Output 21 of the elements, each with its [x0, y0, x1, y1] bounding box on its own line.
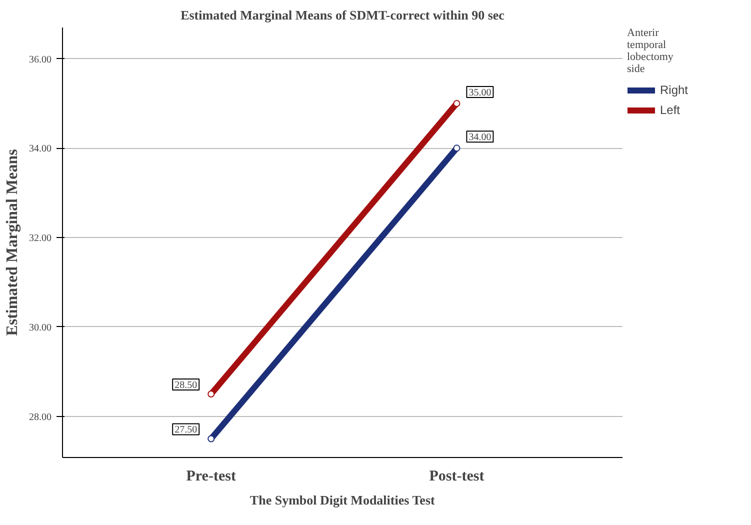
y-axis-title: Estimated Marginal Means	[4, 149, 21, 336]
y-tick-label: 36.00	[29, 54, 52, 66]
data-label: 27.50	[174, 424, 198, 436]
y-tick-label: 28.00	[29, 412, 52, 423]
legend-label: Right	[660, 83, 688, 97]
x-tick-label: Pre-test	[186, 468, 236, 484]
legend-label: Left	[660, 103, 680, 117]
chart-title: Estimated Marginal Means of SDMT-correct within 90 sec	[180, 8, 505, 22]
point	[453, 100, 460, 107]
data-label: 28.50	[174, 380, 198, 392]
y-tick-label: 30.00	[29, 322, 52, 334]
point	[453, 144, 460, 152]
data-label: 35.00	[468, 87, 492, 98]
x-tick-label: Post-test	[429, 468, 484, 484]
y-tick-label: 32.00	[29, 233, 52, 244]
y-tick-label: 34.00	[29, 144, 52, 155]
data-label: 34.00	[468, 132, 492, 144]
x-axis-title: The Symbol Digit Modalities Test	[250, 492, 436, 508]
legend-title: Anterir temporal lobectomy side	[627, 27, 674, 75]
point	[208, 390, 215, 398]
point	[208, 435, 215, 442]
